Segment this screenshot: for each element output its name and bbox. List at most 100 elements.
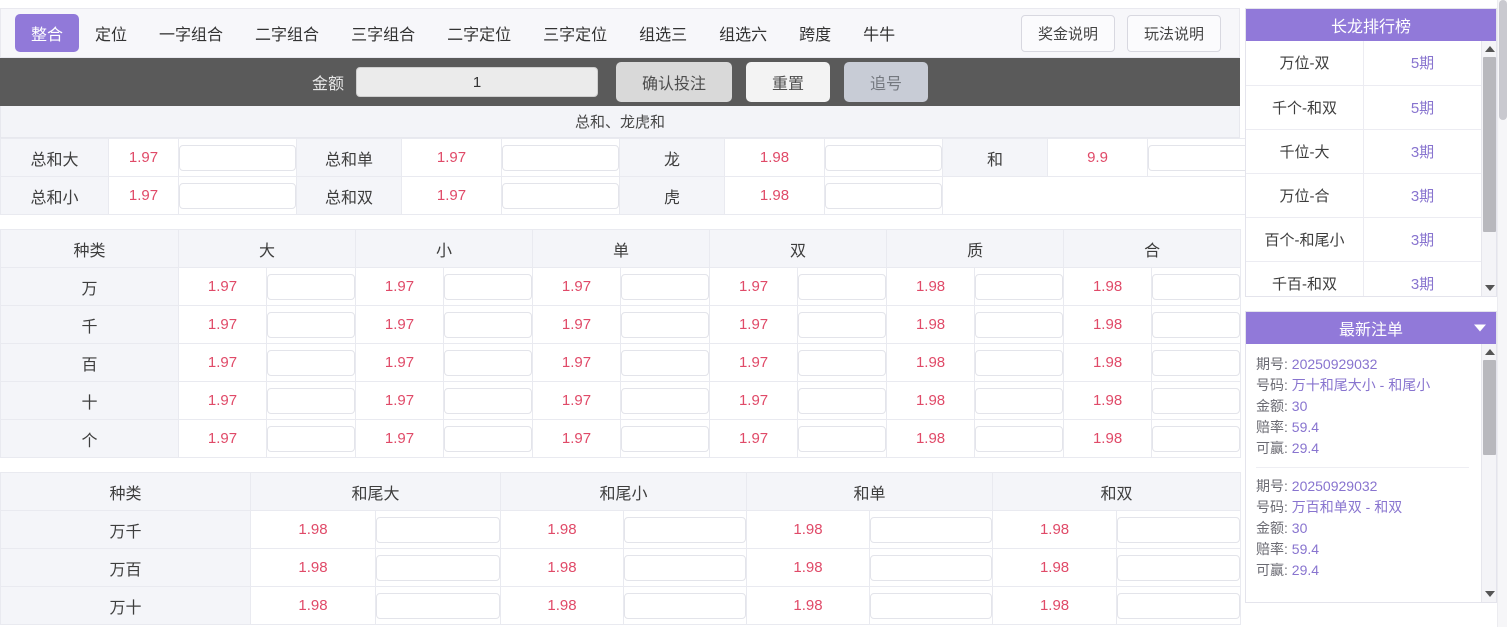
odds-cell[interactable]: 1.98 xyxy=(1063,267,1153,306)
odds-cell[interactable]: 1.98 xyxy=(746,510,871,549)
bet-amount-input[interactable] xyxy=(267,425,356,452)
bet-label-zonghe-shuang[interactable]: 总和双 xyxy=(296,176,402,215)
bet-amount-input[interactable] xyxy=(975,273,1064,300)
bet-amount-input[interactable] xyxy=(444,311,533,338)
bet-amount-input[interactable] xyxy=(1152,387,1241,414)
odds-cell[interactable]: 1.97 xyxy=(532,419,622,458)
bet-amount-input[interactable] xyxy=(798,311,887,338)
confirm-bet-button[interactable]: 确认投注 xyxy=(615,62,732,102)
odds-cell[interactable]: 1.98 xyxy=(250,510,376,549)
odds-cell[interactable]: 1.98 xyxy=(992,510,1118,549)
bet-label-zonghe-da[interactable]: 总和大 xyxy=(0,138,109,177)
bet-amount-input[interactable] xyxy=(624,554,747,581)
bet-amount-input[interactable] xyxy=(621,387,710,414)
bet-label-zonghe-dan[interactable]: 总和单 xyxy=(296,138,402,177)
odds-cell[interactable]: 1.98 xyxy=(886,419,976,458)
rules-info-button[interactable]: 玩法说明 xyxy=(1126,14,1221,52)
bet-label-zonghe-xiao[interactable]: 总和小 xyxy=(0,176,109,215)
odds-cell[interactable]: 1.98 xyxy=(1063,305,1153,344)
odds-cell[interactable]: 1.97 xyxy=(709,267,799,306)
bet-amount-input[interactable] xyxy=(376,554,501,581)
odds-cell[interactable]: 1.97 xyxy=(532,267,622,306)
bet-amount-input[interactable] xyxy=(870,516,993,543)
list-item[interactable]: 万位-双 5期 xyxy=(1246,41,1481,86)
tab-yizizuhe[interactable]: 一字组合 xyxy=(159,27,224,44)
list-item[interactable]: 千位-大 3期 xyxy=(1246,129,1481,174)
odds-cell[interactable]: 1.98 xyxy=(500,548,625,587)
odds-cell[interactable]: 1.97 xyxy=(178,381,267,420)
odds-cell[interactable]: 1.98 xyxy=(886,381,976,420)
bet-amount-input[interactable] xyxy=(1117,592,1241,619)
bet-amount-input[interactable] xyxy=(975,387,1064,414)
scroll-up-arrow-icon[interactable] xyxy=(1483,345,1496,359)
odds-cell[interactable]: 1.98 xyxy=(1063,381,1153,420)
odds-cell[interactable]: 1.97 xyxy=(709,419,799,458)
tab-niuniu[interactable]: 牛牛 xyxy=(863,27,896,44)
list-item[interactable]: 百个-和尾小 3期 xyxy=(1246,217,1481,262)
list-item[interactable]: 千个-和双 5期 xyxy=(1246,85,1481,130)
bet-amount-input[interactable] xyxy=(1152,349,1241,376)
list-item[interactable]: 万位-合 3期 xyxy=(1246,173,1481,218)
odds-cell[interactable]: 1.97 xyxy=(355,381,445,420)
odds-cell[interactable]: 1.98 xyxy=(746,548,871,587)
odds-cell[interactable]: 1.98 xyxy=(992,548,1118,587)
odds-cell[interactable]: 1.98 xyxy=(500,586,625,625)
odds-cell[interactable]: 1.98 xyxy=(886,267,976,306)
odds-cell[interactable]: 1.98 xyxy=(886,343,976,382)
bet-amount-input[interactable] xyxy=(444,387,533,414)
bet-amount-input[interactable] xyxy=(267,273,356,300)
scroll-up-arrow-icon[interactable] xyxy=(1483,42,1496,56)
bet-amount-input[interactable] xyxy=(179,144,296,171)
odds-cell[interactable]: 1.97 xyxy=(709,381,799,420)
bet-amount-input[interactable] xyxy=(502,182,619,209)
bet-amount-input[interactable] xyxy=(376,592,501,619)
odds-cell[interactable]: 1.97 xyxy=(532,305,622,344)
bet-amount-input[interactable] xyxy=(1152,311,1241,338)
odds-cell[interactable]: 1.97 xyxy=(709,305,799,344)
odds-cell[interactable]: 1.97 xyxy=(709,343,799,382)
tab-zuxuanliu[interactable]: 组选六 xyxy=(719,27,768,44)
bet-amount-input[interactable] xyxy=(975,425,1064,452)
odds-cell[interactable]: 1.97 xyxy=(355,267,445,306)
odds-cell[interactable]: 1.98 xyxy=(250,548,376,587)
page-scrollbar-thumb[interactable] xyxy=(1499,0,1507,120)
bonus-info-button[interactable]: 奖金说明 xyxy=(1020,14,1115,52)
odds-cell[interactable]: 1.97 xyxy=(178,419,267,458)
odds-cell[interactable]: 1.98 xyxy=(250,586,376,625)
bet-amount-input[interactable] xyxy=(798,387,887,414)
chevron-down-icon[interactable] xyxy=(1474,324,1486,332)
tab-zonghe[interactable]: 整合 xyxy=(15,14,80,52)
reset-button[interactable]: 重置 xyxy=(746,62,831,102)
odds-cell[interactable]: 1.97 xyxy=(178,267,267,306)
scroll-down-arrow-icon[interactable] xyxy=(1483,281,1496,295)
bet-amount-input[interactable] xyxy=(1117,516,1241,543)
tab-erzizuhe[interactable]: 二字组合 xyxy=(255,27,320,44)
odds-cell[interactable]: 1.97 xyxy=(355,305,445,344)
odds-cell[interactable]: 1.98 xyxy=(992,586,1118,625)
bet-amount-input[interactable] xyxy=(621,349,710,376)
list-item[interactable]: 期号: 20250929032 号码: 万百和单双 - 和双 金额: 30 xyxy=(1256,474,1469,589)
bet-amount-input[interactable] xyxy=(267,387,356,414)
bet-amount-input[interactable] xyxy=(267,311,356,338)
odds-cell[interactable]: 1.98 xyxy=(1063,343,1153,382)
bet-amount-input[interactable] xyxy=(798,273,887,300)
bet-amount-input[interactable] xyxy=(798,349,887,376)
bet-amount-input[interactable] xyxy=(179,182,296,209)
latest-orders-header[interactable]: 最新注单 xyxy=(1246,312,1496,344)
odds-cell[interactable]: 1.98 xyxy=(746,586,871,625)
odds-cell[interactable]: 1.98 xyxy=(1063,419,1153,458)
bet-amount-input[interactable] xyxy=(621,311,710,338)
tab-erzidingwei[interactable]: 二字定位 xyxy=(447,27,512,44)
bet-amount-input[interactable] xyxy=(624,516,747,543)
bet-amount-input[interactable] xyxy=(624,592,747,619)
tab-sanzidingwei[interactable]: 三字定位 xyxy=(543,27,608,44)
bet-amount-input[interactable] xyxy=(444,349,533,376)
scroll-down-arrow-icon[interactable] xyxy=(1483,587,1496,601)
bet-amount-input[interactable] xyxy=(621,273,710,300)
bet-label-hu[interactable]: 虎 xyxy=(619,176,725,215)
bet-amount-input[interactable] xyxy=(267,349,356,376)
bet-amount-input[interactable] xyxy=(1152,273,1241,300)
odds-cell[interactable]: 1.97 xyxy=(532,343,622,382)
bet-amount-input[interactable] xyxy=(376,516,501,543)
tab-dingwei[interactable]: 定位 xyxy=(95,27,128,44)
